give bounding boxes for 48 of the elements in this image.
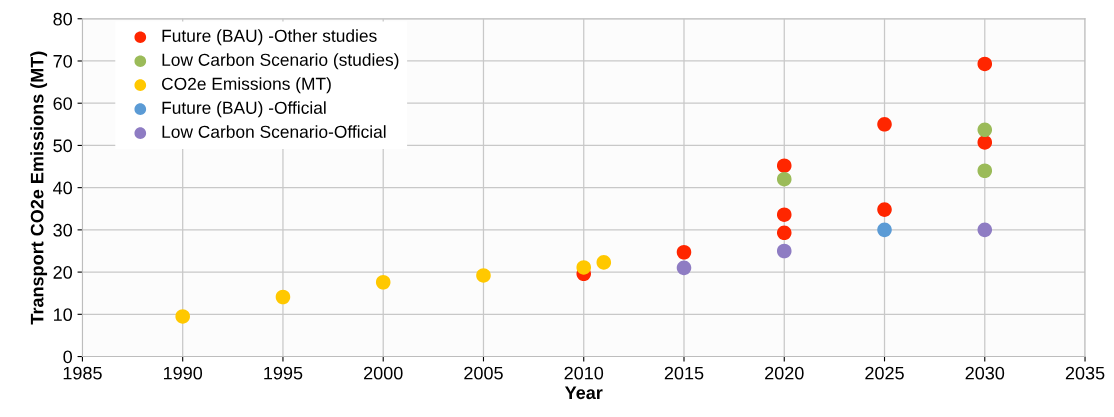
y-tick-label: 50 <box>53 139 73 153</box>
x-tick-label: 1990 <box>163 366 203 380</box>
x-tick-label: 2030 <box>965 366 1005 380</box>
point <box>776 243 792 259</box>
y-tick-label: 60 <box>53 97 73 110</box>
point <box>596 255 612 270</box>
y-tick-label: 70 <box>53 54 73 68</box>
point <box>676 260 692 276</box>
y-tick-label: 0 <box>63 350 73 364</box>
x-tick-label: 1985 <box>63 366 102 380</box>
point <box>476 268 491 283</box>
point <box>175 309 190 324</box>
y-tick-label: 30 <box>53 223 73 237</box>
point <box>977 163 993 179</box>
point <box>877 117 892 132</box>
point <box>877 202 892 217</box>
legend-label: CO2e Emissions (MT) <box>162 77 331 94</box>
point <box>977 122 993 138</box>
point <box>776 171 792 187</box>
y-tick-label: 10 <box>54 308 73 322</box>
y-tick-label: 20 <box>53 266 73 279</box>
legend-label: Future (BAU) -Other studies <box>162 29 377 46</box>
point <box>375 274 391 290</box>
point <box>275 289 291 305</box>
point <box>776 158 792 173</box>
point <box>776 225 792 241</box>
y-tick-label: 80 <box>53 12 73 26</box>
point <box>977 56 993 72</box>
x-tick-label: 2010 <box>564 366 604 380</box>
point <box>977 222 993 238</box>
x-tick-label: 2000 <box>364 366 403 380</box>
y-axis-title: Transport CO2e Emissions (MT) <box>30 51 48 325</box>
x-tick-label: 1995 <box>264 366 303 380</box>
legend-label: Low Carbon Scenario-Official <box>162 125 386 138</box>
point <box>877 222 892 238</box>
point <box>676 244 692 260</box>
point <box>776 207 792 222</box>
legend-label: Future (BAU) -Official <box>162 101 326 118</box>
x-tick-label: 2035 <box>1065 366 1105 380</box>
y-tick-label: 40 <box>53 181 73 195</box>
x-tick-label: 2005 <box>464 366 503 380</box>
x-axis-title: Year <box>564 386 603 400</box>
point <box>576 260 592 275</box>
point <box>977 135 993 150</box>
x-tick-label: 2025 <box>865 366 904 380</box>
legend-label: Low Carbon Scenario (studies) <box>162 53 399 70</box>
x-tick-label: 2015 <box>664 366 704 380</box>
x-tick-label: 2020 <box>765 366 804 380</box>
